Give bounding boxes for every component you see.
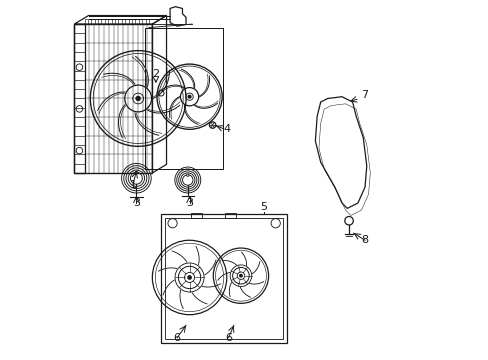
Text: 3: 3 — [133, 198, 140, 208]
Bar — [84, 19, 88, 24]
Circle shape — [136, 96, 140, 100]
Bar — [145, 28, 223, 169]
Bar — [132, 19, 135, 24]
Text: 5: 5 — [260, 202, 267, 212]
Circle shape — [188, 95, 190, 98]
Bar — [74, 24, 84, 173]
Text: 6: 6 — [224, 333, 232, 343]
Bar — [91, 19, 95, 24]
Circle shape — [239, 274, 242, 277]
Circle shape — [135, 171, 138, 174]
Bar — [139, 19, 142, 24]
Bar — [145, 19, 149, 24]
Bar — [161, 214, 286, 343]
Circle shape — [186, 174, 188, 176]
Circle shape — [187, 276, 191, 279]
Text: 4: 4 — [223, 123, 230, 134]
Text: 3: 3 — [185, 198, 193, 208]
Bar — [74, 24, 152, 173]
Bar — [165, 218, 282, 339]
Bar — [104, 19, 108, 24]
Text: 1: 1 — [129, 180, 136, 190]
Text: 7: 7 — [361, 90, 368, 100]
Text: 8: 8 — [361, 235, 368, 245]
Bar — [98, 19, 101, 24]
Text: 2: 2 — [152, 69, 159, 79]
Bar — [118, 19, 122, 24]
Bar — [125, 19, 128, 24]
Bar — [111, 19, 115, 24]
Text: 6: 6 — [173, 333, 180, 343]
